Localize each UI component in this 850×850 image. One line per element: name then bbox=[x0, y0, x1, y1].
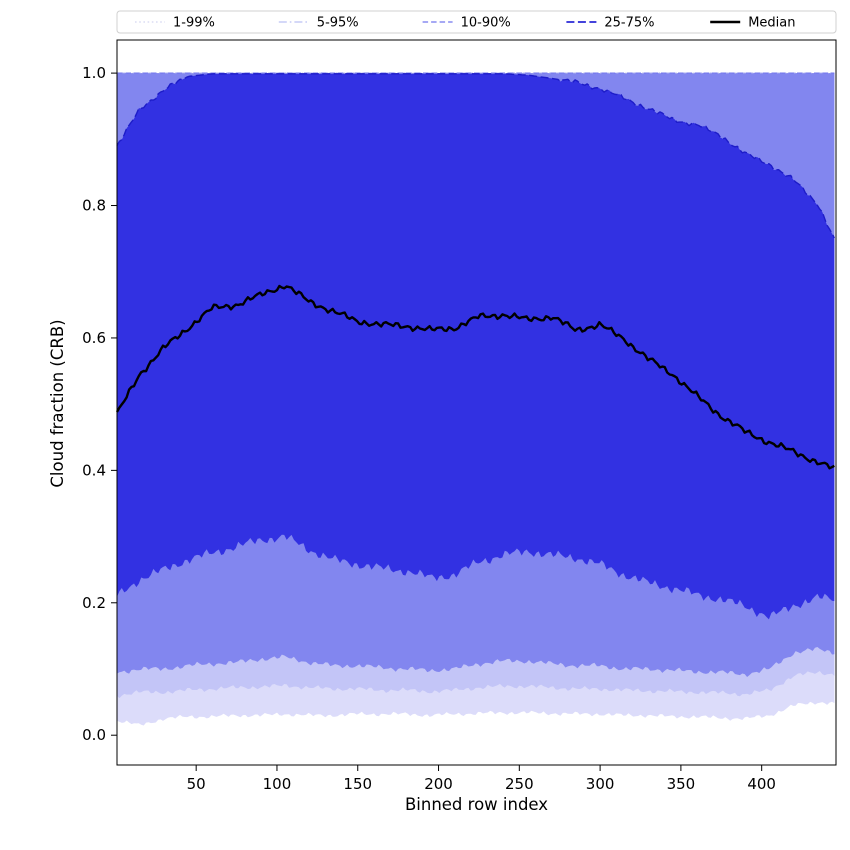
legend-label: Median bbox=[748, 16, 795, 31]
band-25-75% bbox=[117, 73, 835, 620]
legend-box bbox=[116, 10, 837, 34]
x-axis-label: Binned row index bbox=[404, 795, 549, 814]
x-tick-label: 400 bbox=[747, 775, 776, 793]
legend-label: 10-90% bbox=[461, 16, 511, 31]
y-tick-label: 0.2 bbox=[82, 594, 106, 612]
y-tick-label: 0.6 bbox=[82, 329, 106, 347]
y-tick-label: 0.0 bbox=[82, 726, 106, 744]
legend: 1-99% 5-95% 10-90% 25-75% Median bbox=[116, 10, 837, 34]
p75-line bbox=[116, 73, 836, 239]
legend-label: 1-99% bbox=[173, 16, 215, 31]
x-tick-label: 250 bbox=[505, 775, 534, 793]
y-axis-ticks: 0.0 0.2 0.4 0.6 0.8 1.0 bbox=[82, 64, 117, 744]
legend-label: 5-95% bbox=[317, 16, 359, 31]
y-tick-label: 1.0 bbox=[82, 64, 106, 82]
x-tick-label: 300 bbox=[586, 775, 615, 793]
x-axis-ticks: 50 100 150 200 250 300 350 400 bbox=[187, 765, 776, 793]
x-tick-label: 200 bbox=[424, 775, 453, 793]
y-axis-label: Cloud fraction (CRB) bbox=[48, 319, 67, 488]
axes-frame bbox=[116, 39, 837, 766]
legend-label: 25-75% bbox=[604, 16, 654, 31]
y-tick-label: 0.4 bbox=[82, 461, 106, 479]
x-tick-label: 100 bbox=[263, 775, 292, 793]
y-tick-label: 0.8 bbox=[82, 197, 106, 215]
x-tick-label: 150 bbox=[343, 775, 372, 793]
x-tick-label: 50 bbox=[187, 775, 206, 793]
x-tick-label: 350 bbox=[667, 775, 696, 793]
median-line bbox=[115, 284, 835, 470]
